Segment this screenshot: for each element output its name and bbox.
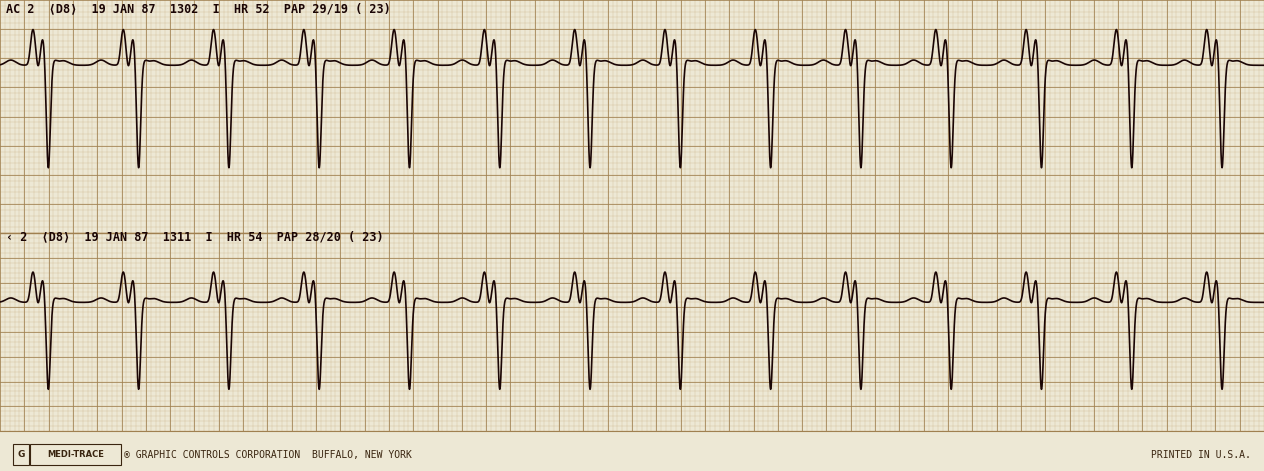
Text: PRINTED IN U.S.A.: PRINTED IN U.S.A. [1152,450,1251,460]
Bar [30,444,121,465]
Text: ® GRAPHIC CONTROLS CORPORATION  BUFFALO, NEW YORK: ® GRAPHIC CONTROLS CORPORATION BUFFALO, … [124,450,412,460]
Text: MEDI-TRACE: MEDI-TRACE [48,450,104,460]
Text: G: G [18,450,24,460]
Text: AC 2  ⟨D8⟩  19 JAN 87  1302  I  HR 52  PAP 29/19 ( 23): AC 2 ⟨D8⟩ 19 JAN 87 1302 I HR 52 PAP 29/… [6,2,391,16]
Text: ‹ 2  ⟨D8⟩  19 JAN 87  1311  I  HR 54  PAP 28/20 ( 23): ‹ 2 ⟨D8⟩ 19 JAN 87 1311 I HR 54 PAP 28/2… [6,231,384,244]
Bar [13,444,29,465]
